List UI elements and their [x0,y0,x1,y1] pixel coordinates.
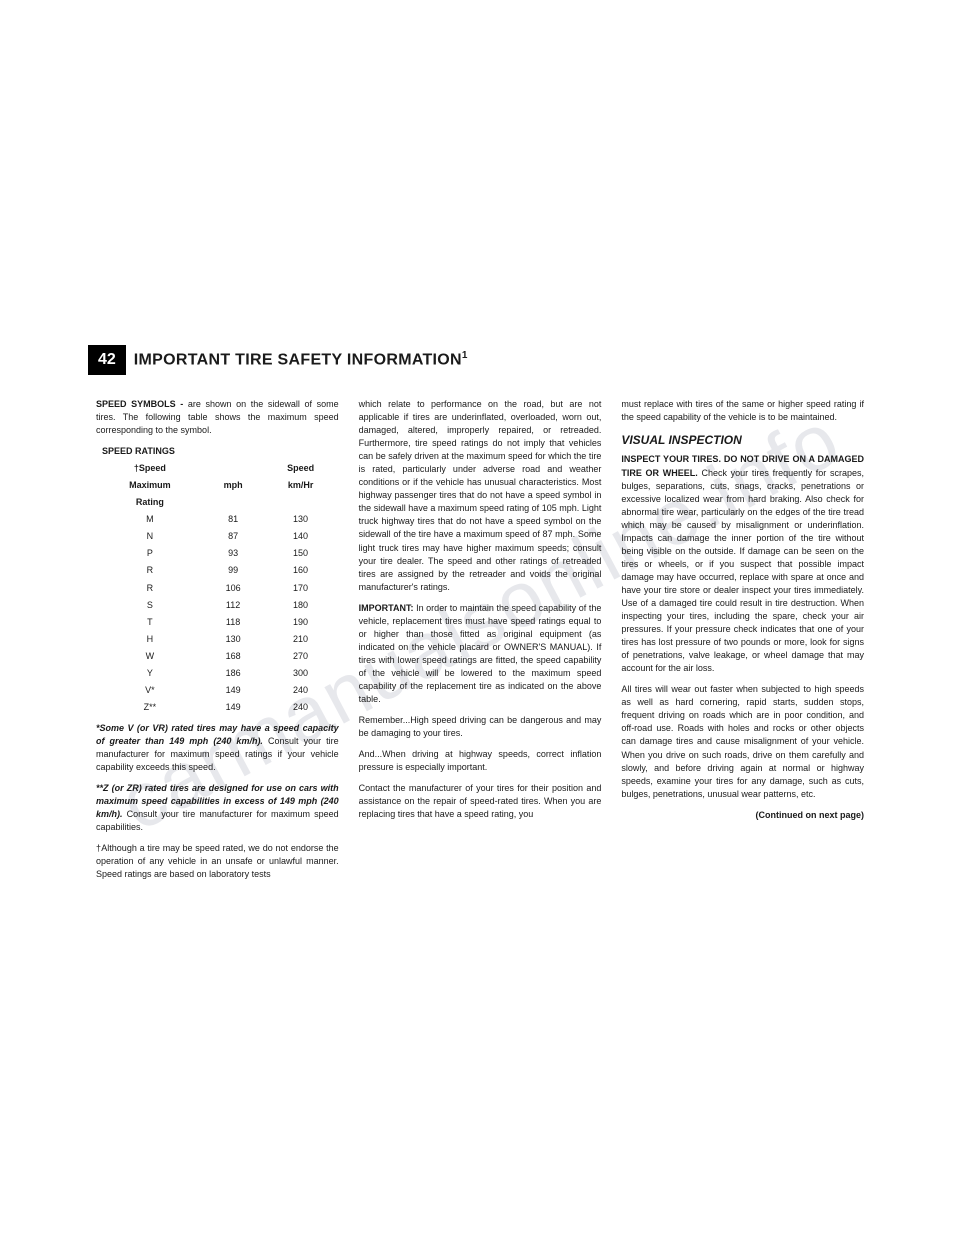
table-cell: 130 [262,511,338,528]
table-row: R99160 [96,562,339,579]
table-cell: R [96,562,204,579]
table-title: SPEED RATINGS [102,445,339,458]
table-cell: 150 [262,545,338,562]
th-speed-top: Speed [262,460,338,477]
table-cell: 149 [204,699,263,716]
page-title-text: IMPORTANT TIRE SAFETY INFORMATION [134,352,462,369]
table-cell: 168 [204,648,263,665]
table-cell: 130 [204,631,263,648]
page-number: 42 [88,345,126,375]
th-rating: Rating [96,494,204,511]
continued-text: (Continued on next page) [621,809,864,822]
col2-p3: Remember...High speed driving can be dan… [359,714,602,740]
table-cell: 210 [262,631,338,648]
table-row: Z**149240 [96,699,339,716]
table-cell: N [96,528,204,545]
col2-p2-rest: In order to maintain the speed capabilit… [359,603,602,704]
table-row: H130210 [96,631,339,648]
table-cell: 170 [262,580,338,597]
column-1: SPEED SYMBOLS - are shown on the sidewal… [96,398,339,889]
table-cell: P [96,545,204,562]
table-cell: R [96,580,204,597]
table-cell: Z** [96,699,204,716]
table-cell: W [96,648,204,665]
table-row: V*149240 [96,682,339,699]
table-cell: T [96,614,204,631]
page-header: 42 IMPORTANT TIRE SAFETY INFORMATION1 [88,345,468,375]
col3-p1: must replace with tires of the same or h… [621,398,864,424]
speed-ratings-table: †Speed Speed Maximum mph km/Hr Rating M8… [96,460,339,716]
col2-p5: Contact the manufacturer of your tires f… [359,782,602,821]
table-cell: M [96,511,204,528]
col1-note2-rest: Consult your tire manufacturer for maxim… [96,809,339,832]
th-speed: †Speed [96,460,204,477]
table-row: R106170 [96,580,339,597]
col1-para1: SPEED SYMBOLS - are shown on the sidewal… [96,398,339,437]
col1-note1: *Some V (or VR) rated tires may have a s… [96,722,339,774]
col1-note3: †Although a tire may be speed rated, we … [96,842,339,881]
col1-p1-bold: SPEED SYMBOLS - [96,399,188,409]
table-cell: S [96,597,204,614]
table-cell: H [96,631,204,648]
table-cell: 240 [262,682,338,699]
table-cell: 106 [204,580,263,597]
table-row: P93150 [96,545,339,562]
table-cell: 186 [204,665,263,682]
th-mph: mph [204,477,263,494]
col3-p2-rest: Check your tires frequently for scrapes,… [621,468,864,674]
col2-p2: IMPORTANT: In order to maintain the spee… [359,602,602,706]
col2-p2-bold: IMPORTANT: [359,603,416,613]
table-cell: 190 [262,614,338,631]
col2-p4: And...When driving at highway speeds, co… [359,748,602,774]
col3-p2: INSPECT YOUR TIRES. DO NOT DRIVE ON A DA… [621,453,864,675]
table-cell: 93 [204,545,263,562]
table-cell: 81 [204,511,263,528]
th-max: Maximum [96,477,204,494]
table-cell: 87 [204,528,263,545]
th-kmh: km/Hr [262,477,338,494]
table-cell: 160 [262,562,338,579]
speed-table-body: M81130N87140P93150R99160R106170S112180T1… [96,511,339,716]
table-row: W168270 [96,648,339,665]
table-row: Y186300 [96,665,339,682]
column-2: which relate to performance on the road,… [359,398,602,889]
table-cell: 149 [204,682,263,699]
section-title-visual-inspection: VISUAL INSPECTION [621,432,864,449]
col1-note2: **Z (or ZR) rated tires are designed for… [96,782,339,834]
col2-p1: which relate to performance on the road,… [359,398,602,594]
column-3: must replace with tires of the same or h… [621,398,864,889]
table-row: T118190 [96,614,339,631]
table-cell: 180 [262,597,338,614]
table-cell: Y [96,665,204,682]
page-title-sup: 1 [462,350,468,361]
table-cell: 112 [204,597,263,614]
table-row: N87140 [96,528,339,545]
table-cell: 140 [262,528,338,545]
table-cell: 270 [262,648,338,665]
table-cell: 300 [262,665,338,682]
col3-p3: All tires will wear out faster when subj… [621,683,864,800]
table-cell: 118 [204,614,263,631]
table-cell: V* [96,682,204,699]
page-title: IMPORTANT TIRE SAFETY INFORMATION1 [134,350,468,369]
table-row: M81130 [96,511,339,528]
content-area: SPEED SYMBOLS - are shown on the sidewal… [96,398,864,889]
table-cell: 99 [204,562,263,579]
table-row: S112180 [96,597,339,614]
table-cell: 240 [262,699,338,716]
